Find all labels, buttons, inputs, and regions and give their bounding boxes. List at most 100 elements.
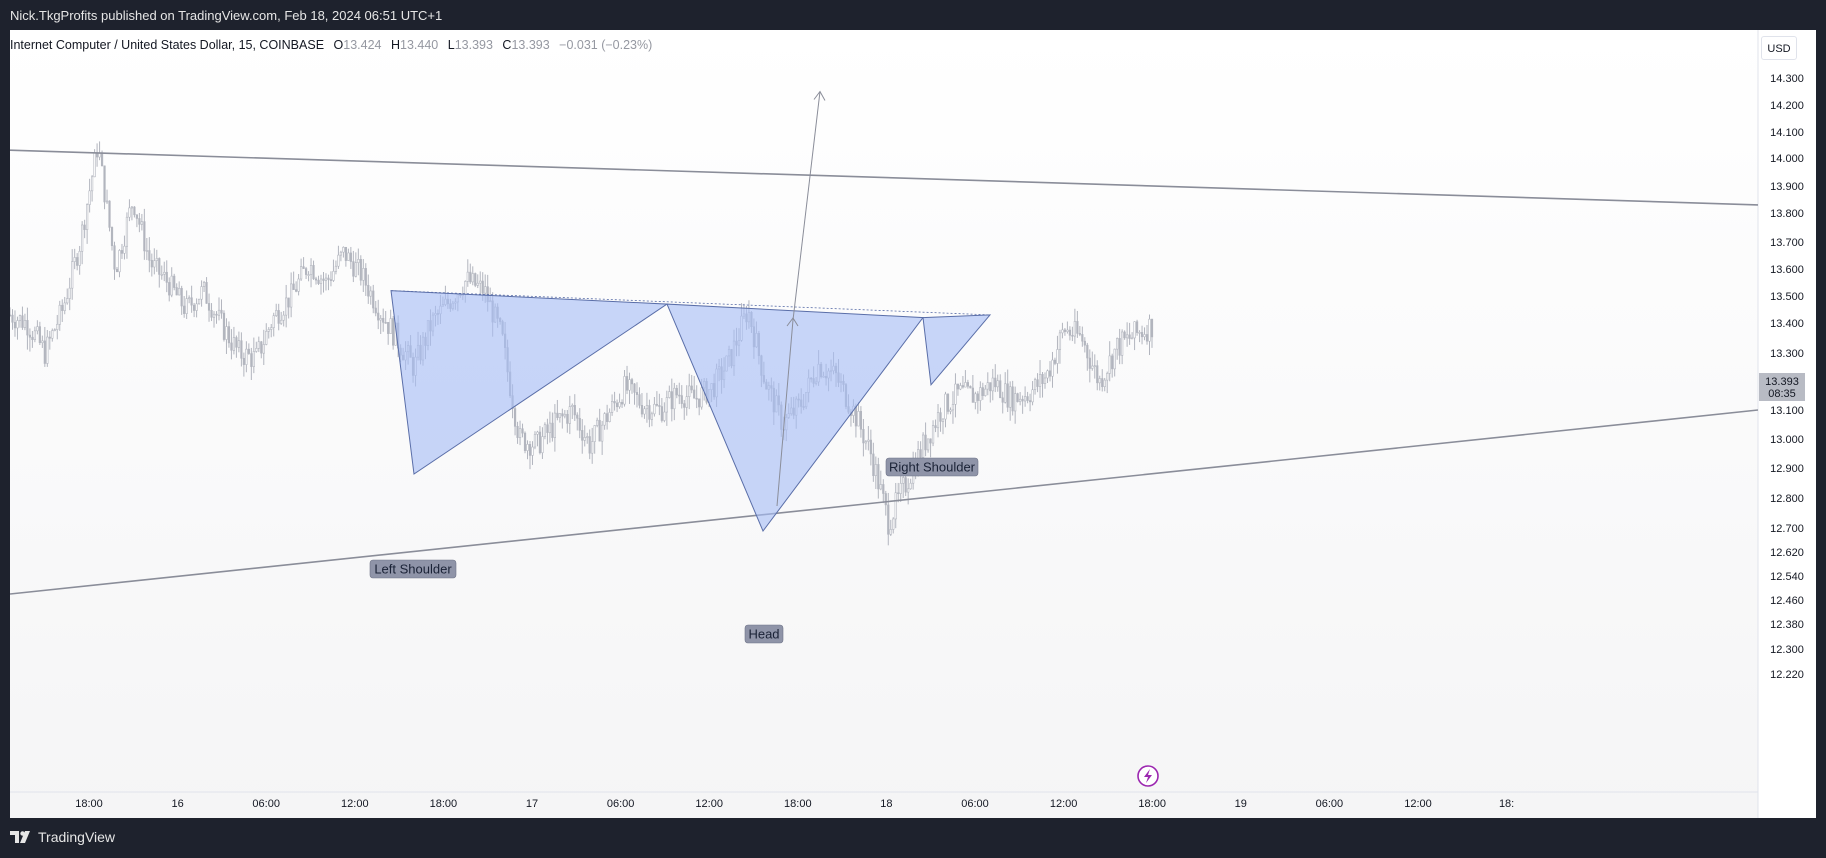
candle-body bbox=[1073, 321, 1076, 337]
left-shoulder-label[interactable]: Left Shoulder bbox=[369, 559, 457, 579]
candle-body bbox=[613, 401, 616, 404]
candle-body bbox=[18, 315, 22, 321]
candle-body bbox=[140, 221, 143, 225]
candle-body bbox=[31, 336, 34, 340]
candle-body bbox=[859, 411, 863, 430]
candle-body bbox=[130, 206, 134, 209]
head-label[interactable]: Head bbox=[744, 624, 784, 644]
candle-body bbox=[658, 405, 661, 407]
candle-body bbox=[902, 477, 905, 484]
candle-body bbox=[536, 431, 539, 435]
candle-body bbox=[974, 393, 977, 403]
candle-body bbox=[217, 309, 221, 316]
candle-body bbox=[265, 331, 268, 345]
breakout-arrow-head bbox=[786, 317, 799, 327]
candle-body bbox=[481, 280, 484, 294]
candle-body bbox=[344, 246, 347, 261]
candle-body bbox=[190, 297, 193, 306]
candle-body bbox=[1061, 329, 1064, 334]
drawings-layer[interactable] bbox=[10, 90, 1758, 595]
candle-body bbox=[118, 250, 121, 273]
target-arrow-line[interactable] bbox=[792, 91, 821, 321]
candle-body bbox=[1086, 344, 1089, 359]
candle-body bbox=[372, 290, 375, 309]
plot-background bbox=[10, 30, 1758, 818]
price-tick-label: 12.300 bbox=[1770, 644, 1804, 656]
candle-body bbox=[1126, 334, 1129, 339]
symbol-legend[interactable]: Internet Computer / United States Dollar… bbox=[10, 38, 652, 52]
price-tick-label: 12.800 bbox=[1770, 493, 1804, 505]
time-tick-label: 18:00 bbox=[1138, 798, 1166, 810]
candle-body bbox=[586, 436, 589, 438]
candle-body bbox=[220, 309, 223, 314]
candle-body bbox=[292, 283, 295, 290]
candle-body bbox=[257, 341, 260, 349]
chart-canvas[interactable]: Left Shoulder Head Right Shoulder 14.300 14… bbox=[10, 30, 1816, 818]
candle-body bbox=[635, 392, 639, 395]
pattern-labels[interactable]: Left Shoulder Head Right Shoulder bbox=[369, 457, 979, 644]
candle-body bbox=[128, 207, 131, 218]
candle-body bbox=[1056, 349, 1059, 364]
time-tick-label: 18 bbox=[880, 798, 892, 810]
candle-body bbox=[347, 252, 350, 261]
candle-body bbox=[93, 152, 96, 178]
time-axis[interactable]: 18:00 16 06:00 12:00 18:00 17 06:00 12:00 18:00 1… bbox=[75, 798, 1514, 810]
candle-body bbox=[643, 408, 646, 415]
candle-body bbox=[33, 330, 36, 340]
candle-body bbox=[1014, 393, 1017, 412]
candle-body bbox=[591, 441, 594, 454]
candle-body bbox=[382, 318, 385, 323]
candle-body bbox=[299, 266, 303, 280]
candle-body bbox=[28, 334, 32, 338]
candle-body bbox=[695, 397, 698, 400]
price-tick-label: 13.400 bbox=[1770, 318, 1804, 330]
candle-body bbox=[867, 439, 870, 442]
candle-body bbox=[240, 340, 243, 359]
publish-info: Nick.TkgProfits published on TradingView… bbox=[10, 8, 443, 23]
candle-body bbox=[312, 265, 315, 280]
candle-body bbox=[648, 405, 651, 420]
candle-body bbox=[874, 464, 877, 476]
price-tick-label: 14.300 bbox=[1770, 73, 1804, 85]
head-triangle[interactable] bbox=[666, 303, 924, 532]
candle-body bbox=[663, 411, 666, 421]
candle-body bbox=[135, 214, 138, 219]
high-label: H bbox=[390, 38, 401, 52]
left-shoulder-triangle[interactable] bbox=[390, 290, 669, 475]
candle-body bbox=[979, 387, 982, 401]
candle-body bbox=[163, 271, 166, 275]
candle-body bbox=[884, 493, 887, 506]
currency-button[interactable]: USD bbox=[1761, 36, 1797, 60]
candle-body bbox=[939, 412, 942, 422]
time-tick-label: 18:00 bbox=[784, 798, 812, 810]
right-shoulder-label[interactable]: Right Shoulder bbox=[885, 457, 979, 477]
candle-body bbox=[553, 412, 556, 438]
candle-body bbox=[175, 287, 178, 296]
candle-body bbox=[352, 261, 355, 277]
tradingview-brand[interactable]: TradingView bbox=[10, 829, 115, 845]
candle-body bbox=[319, 278, 323, 284]
candle-body bbox=[1033, 379, 1037, 391]
lower-trendline[interactable] bbox=[10, 409, 1758, 595]
candle-body bbox=[235, 337, 238, 348]
candle-body bbox=[879, 484, 882, 490]
candle-body bbox=[110, 227, 114, 247]
candle-body bbox=[374, 307, 377, 314]
candle-body bbox=[474, 273, 477, 286]
candle-body bbox=[207, 303, 211, 311]
price-tick-label: 13.900 bbox=[1770, 181, 1804, 193]
time-tick-label: 18:00 bbox=[75, 798, 103, 810]
upper-trendline[interactable] bbox=[10, 149, 1758, 206]
candle-body bbox=[1101, 378, 1104, 388]
lightning-icon[interactable] bbox=[1137, 765, 1159, 787]
candle-body bbox=[999, 380, 1002, 399]
candle-body bbox=[683, 403, 686, 408]
price-tick-label: 12.380 bbox=[1770, 619, 1804, 631]
candle-body bbox=[1051, 359, 1054, 377]
price-tick-label: 12.540 bbox=[1770, 571, 1804, 583]
candle-body bbox=[601, 424, 604, 442]
breakout-arrow-line[interactable] bbox=[776, 319, 794, 507]
right-shoulder-triangle[interactable] bbox=[922, 314, 992, 387]
candle-body bbox=[1108, 355, 1111, 374]
head-label-text: Head bbox=[748, 627, 779, 642]
